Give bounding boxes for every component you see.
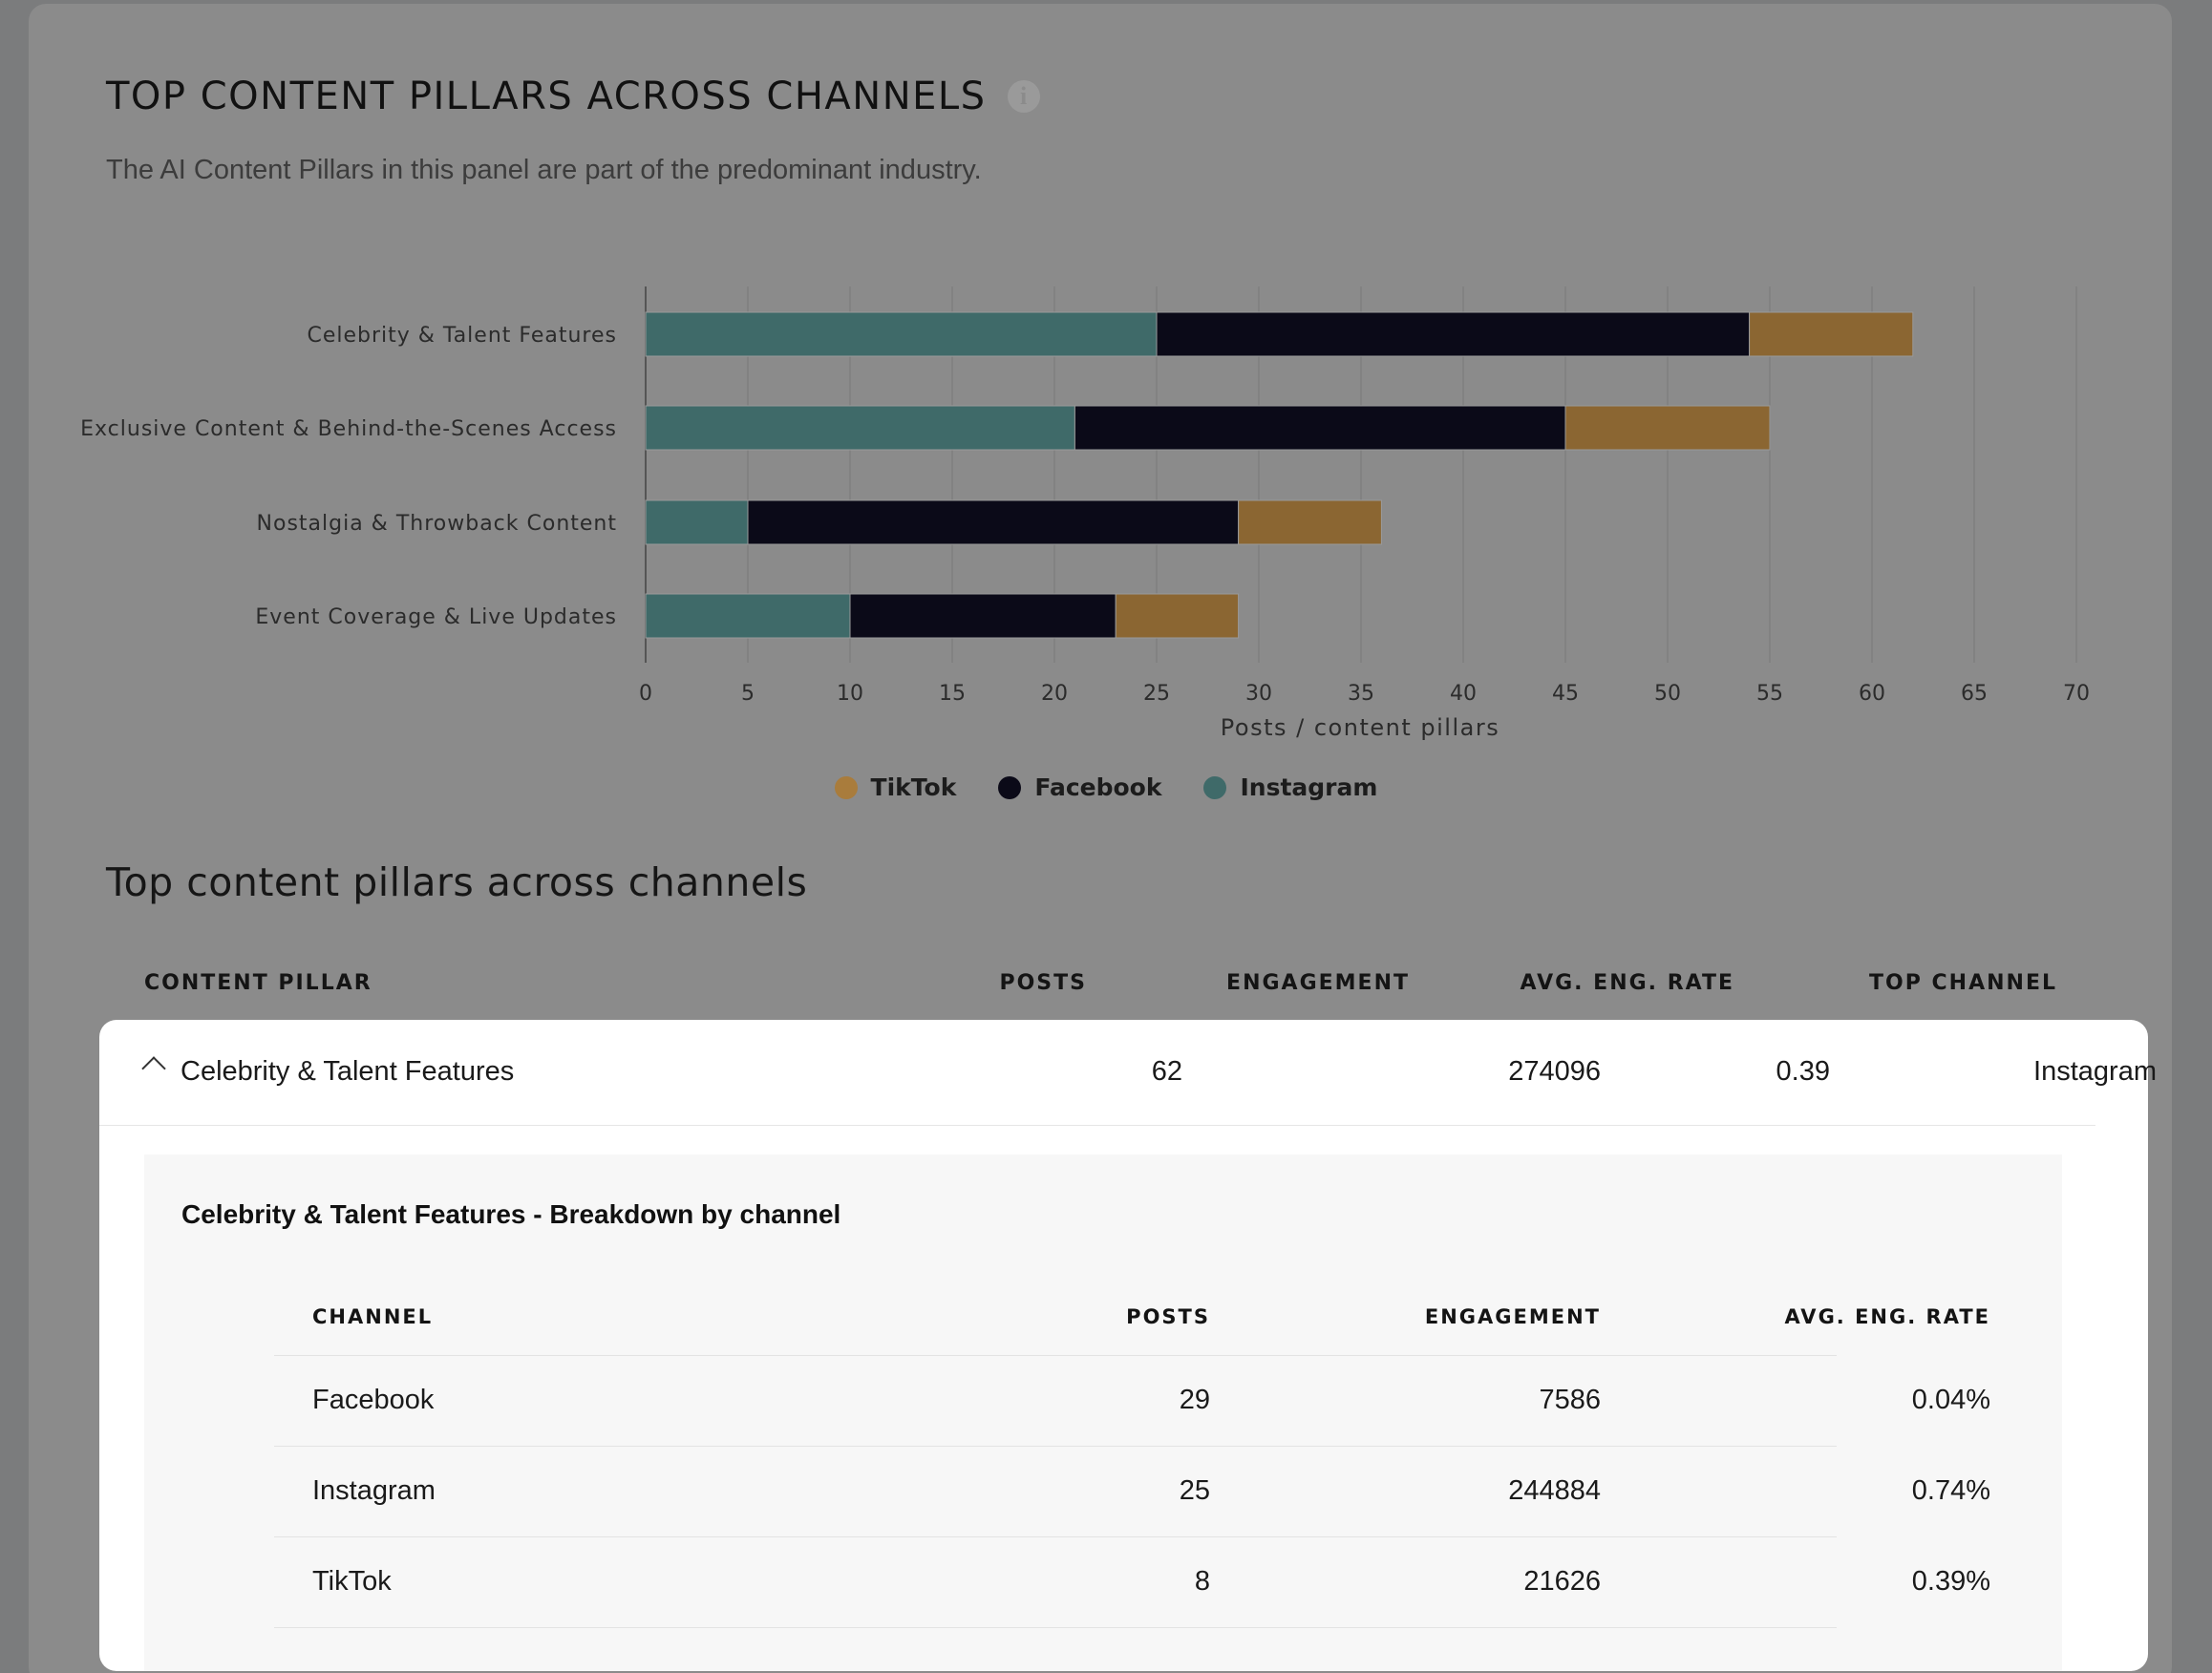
legend-label-tiktok: TikTok bbox=[870, 773, 957, 801]
category-label: Event Coverage & Live Updates bbox=[255, 605, 617, 629]
breakdown-channel: Instagram bbox=[312, 1475, 436, 1506]
bar-tiktok[interactable] bbox=[1238, 499, 1382, 545]
x-tick-label: 25 bbox=[1143, 682, 1170, 706]
category-label: Exclusive Content & Behind-the-Scenes Ac… bbox=[80, 417, 617, 441]
column-header-content-pillar[interactable]: CONTENT PILLAR bbox=[144, 971, 372, 995]
info-icon[interactable]: i bbox=[1007, 80, 1040, 113]
column-header-avg-eng-rate[interactable]: AVG. ENG. RATE bbox=[1520, 971, 1734, 995]
chevron-up-icon[interactable] bbox=[141, 1056, 166, 1081]
bar-instagram[interactable] bbox=[645, 311, 1158, 357]
chart-legend: TikTok Facebook Instagram bbox=[0, 773, 2212, 801]
breakdown-title: Celebrity & Talent Features - Breakdown … bbox=[181, 1199, 841, 1229]
x-tick-label: 35 bbox=[1348, 682, 1374, 706]
legend-dot-facebook bbox=[998, 775, 1022, 799]
bar-facebook[interactable] bbox=[849, 593, 1117, 639]
x-tick-label: 0 bbox=[639, 682, 652, 706]
panel-header: TOP CONTENT PILLARS ACROSS CHANNELS i bbox=[106, 74, 1040, 118]
bar-facebook[interactable] bbox=[1156, 311, 1751, 357]
row-posts: 62 bbox=[1151, 1056, 1182, 1087]
x-tick-label: 70 bbox=[2063, 682, 2090, 706]
legend-dot-instagram bbox=[1203, 775, 1227, 799]
breakdown-channel: Facebook bbox=[312, 1385, 435, 1415]
breakdown-row-facebook: Facebook 29 7586 0.04% bbox=[274, 1355, 1990, 1446]
x-tick-label: 30 bbox=[1245, 682, 1272, 706]
x-tick-label: 5 bbox=[741, 682, 755, 706]
bar-tiktok[interactable] bbox=[1564, 405, 1771, 451]
breakdown-row-tiktok: TikTok 8 21626 0.39% bbox=[274, 1536, 1990, 1627]
table-row[interactable]: Celebrity & Talent Features 62 274096 0.… bbox=[99, 1020, 2157, 1125]
table-section-title: Top content pillars across channels bbox=[106, 859, 808, 905]
x-tick-label: 65 bbox=[1961, 682, 1988, 706]
legend-item-facebook[interactable]: Facebook bbox=[998, 773, 1161, 801]
x-tick-label: 60 bbox=[1859, 682, 1885, 706]
breakdown-posts: 8 bbox=[1194, 1566, 1210, 1597]
bar-tiktok[interactable] bbox=[1115, 593, 1240, 639]
row-avg-eng-rate: 0.39 bbox=[1776, 1056, 1830, 1087]
breakdown-bottom-divider bbox=[274, 1627, 1837, 1628]
x-tick-label: 40 bbox=[1450, 682, 1477, 706]
legend-label-instagram: Instagram bbox=[1240, 773, 1378, 801]
category-label: Nostalgia & Throwback Content bbox=[257, 512, 617, 536]
x-tick-label: 15 bbox=[939, 682, 966, 706]
legend-dot-tiktok bbox=[834, 775, 858, 799]
x-tick-label: 45 bbox=[1552, 682, 1579, 706]
category-label: Celebrity & Talent Features bbox=[307, 324, 617, 348]
x-tick-label: 50 bbox=[1654, 682, 1681, 706]
column-header-top-channel[interactable]: TOP CHANNEL bbox=[1869, 971, 2057, 995]
breakdown-avg-eng-rate: 0.04% bbox=[1911, 1385, 1990, 1415]
breakdown-header-avg-eng-rate[interactable]: AVG. ENG. RATE bbox=[1784, 1305, 1990, 1328]
breakdown-header-channel[interactable]: CHANNEL bbox=[312, 1305, 434, 1328]
stacked-bar-chart: Celebrity & Talent Features Exclusive Con… bbox=[80, 286, 2090, 741]
breakdown-avg-eng-rate: 0.74% bbox=[1911, 1475, 1990, 1506]
breakdown-row-instagram: Instagram 25 244884 0.74% bbox=[274, 1446, 1990, 1536]
legend-item-tiktok[interactable]: TikTok bbox=[834, 773, 957, 801]
breakdown-header-engagement[interactable]: ENGAGEMENT bbox=[1424, 1305, 1601, 1328]
breakdown-engagement: 21626 bbox=[1523, 1566, 1601, 1597]
breakdown-engagement: 244884 bbox=[1508, 1475, 1601, 1506]
breakdown-channel: TikTok bbox=[312, 1566, 392, 1597]
bar-facebook[interactable] bbox=[747, 499, 1240, 545]
breakdown-posts: 25 bbox=[1179, 1475, 1210, 1506]
column-header-engagement[interactable]: ENGAGEMENT bbox=[1226, 971, 1410, 995]
x-axis-label: Posts / content pillars bbox=[1221, 714, 1499, 741]
bar-instagram[interactable] bbox=[645, 593, 851, 639]
breakdown-engagement: 7586 bbox=[1539, 1385, 1601, 1415]
row-top-channel: Instagram bbox=[2033, 1056, 2157, 1087]
bar-instagram[interactable] bbox=[645, 405, 1075, 451]
breakdown-header-posts[interactable]: POSTS bbox=[1126, 1305, 1210, 1328]
expanded-row-card: Celebrity & Talent Features 62 274096 0.… bbox=[99, 1020, 2157, 1671]
bar-facebook[interactable] bbox=[1074, 405, 1566, 451]
bar-instagram[interactable] bbox=[645, 499, 749, 545]
row-pillar-name: Celebrity & Talent Features bbox=[181, 1056, 515, 1087]
channel-breakdown: Celebrity & Talent Features - Breakdown … bbox=[144, 1154, 2062, 1671]
bar-tiktok[interactable] bbox=[1749, 311, 1914, 357]
panel-subtitle: The AI Content Pillars in this panel are… bbox=[106, 155, 982, 185]
row-engagement: 274096 bbox=[1508, 1056, 1601, 1087]
column-header-posts[interactable]: POSTS bbox=[999, 971, 1087, 995]
x-tick-label: 55 bbox=[1756, 682, 1783, 706]
panel-title: TOP CONTENT PILLARS ACROSS CHANNELS bbox=[106, 74, 987, 118]
breakdown-posts: 29 bbox=[1179, 1385, 1210, 1415]
x-tick-label: 10 bbox=[837, 682, 863, 706]
legend-label-facebook: Facebook bbox=[1034, 773, 1162, 801]
breakdown-avg-eng-rate: 0.39% bbox=[1911, 1566, 1990, 1597]
row-divider bbox=[99, 1125, 2095, 1126]
x-tick-label: 20 bbox=[1041, 682, 1068, 706]
legend-item-instagram[interactable]: Instagram bbox=[1203, 773, 1377, 801]
